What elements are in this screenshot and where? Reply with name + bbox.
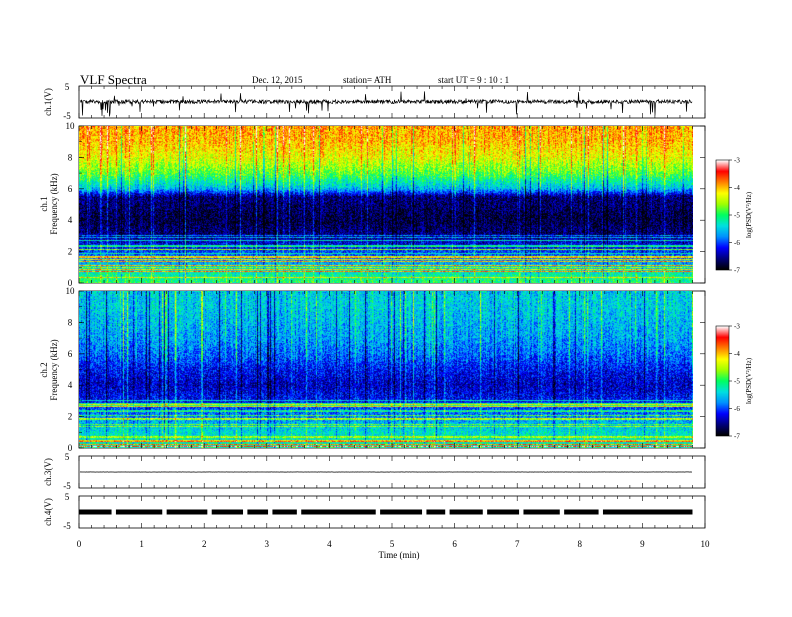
colorbar-tick-label: -6	[734, 239, 740, 247]
ch3-ytick-bottom: -5	[63, 481, 71, 491]
frequency-tick-label: 4	[68, 215, 73, 225]
time-axis-label: Time (min)	[379, 550, 420, 560]
ch1-spectrogram-image	[79, 126, 693, 283]
station-label: station= ATH	[343, 75, 392, 85]
ch1-colorbar-gradient	[716, 160, 729, 270]
ch4-signal-segment	[212, 510, 243, 515]
ch3-waveform-panel: 5 -5 ch.3(V)	[43, 452, 705, 491]
frequency-tick-label: 8	[68, 317, 73, 327]
ch2-colorbar-label: log(PSD(V²/Hz)	[745, 357, 753, 404]
ch2-ylabel-frequency: Frequency (kHz)	[49, 339, 59, 400]
ch4-signal-segment	[487, 510, 519, 515]
frequency-tick-label: 2	[68, 247, 73, 257]
time-tick-label: 2	[202, 539, 207, 549]
time-tick-label: 0	[77, 539, 82, 549]
ch1-colorbar-label: log(PSD(V²/Hz)	[745, 191, 753, 238]
ch1-ylabel-channel: ch.1	[39, 196, 49, 211]
frequency-tick-label: 8	[68, 152, 73, 162]
ch2-ylabel-channel: ch.2	[39, 362, 49, 377]
time-tick-label: 1	[139, 539, 144, 549]
ch4-ylabel: ch.4(V)	[43, 498, 53, 526]
ch4-ytick-bottom: -5	[63, 521, 71, 531]
colorbar-tick-label: -6	[734, 405, 740, 413]
frequency-tick-label: 6	[68, 184, 73, 194]
ch1-colorbar-ticks: -3 -4 -5 -6 -7	[729, 157, 740, 275]
frequency-tick-label: 10	[66, 286, 76, 296]
ch4-ytick-top: 5	[65, 492, 70, 502]
time-axis-labels: 0 1 2 3 4 5 6 7 8 9 10	[77, 539, 710, 549]
colorbar-tick-label: -5	[734, 378, 740, 386]
colorbar-tick-label: -4	[734, 184, 740, 192]
ch4-signal-segment	[603, 510, 693, 515]
ch4-signal-segment	[247, 510, 268, 515]
ch4-signal-segment	[380, 510, 422, 515]
time-tick-label: 6	[452, 539, 457, 549]
ch2-spectrogram-image	[79, 291, 693, 448]
time-tick-label: 5	[390, 539, 395, 549]
ch2-colorbar: -3 -4 -5 -6 -7 log(PSD(V²/Hz)	[716, 323, 753, 441]
start-time-label: start UT = 9 : 10 : 1	[438, 75, 509, 85]
ch4-signal-segment	[426, 510, 445, 515]
colorbar-tick-label: -4	[734, 350, 740, 358]
date-label: Dec. 12, 2015	[252, 75, 303, 85]
ch4-waveform-panel: 5 -5 ch.4(V)	[43, 492, 705, 531]
time-tick-label: 9	[640, 539, 645, 549]
colorbar-tick-label: -3	[734, 323, 740, 331]
time-tick-label: 3	[265, 539, 270, 549]
colorbar-tick-label: -7	[734, 267, 740, 275]
time-tick-label: 10	[701, 539, 711, 549]
time-tick-label: 7	[515, 539, 520, 549]
ch1-colorbar: -3 -4 -5 -6 -7 log(PSD(V²/Hz)	[716, 157, 753, 275]
ch1-ytick-top: 5	[65, 82, 70, 92]
ch4-signal-segment	[450, 510, 483, 515]
ch4-signal-segment	[116, 510, 162, 515]
frequency-tick-label: 2	[68, 412, 73, 422]
time-tick-label: 4	[327, 539, 332, 549]
ch1-ylabel: ch.1(V)	[43, 88, 53, 116]
ch2-colorbar-gradient	[716, 326, 729, 436]
frequency-tick-label: 4	[68, 380, 73, 390]
colorbar-tick-label: -5	[734, 212, 740, 220]
time-tick-label: 8	[578, 539, 583, 549]
ch4-signal-segment	[272, 510, 296, 515]
ch1-ylabel-frequency: Frequency (kHz)	[49, 173, 59, 234]
ch1-waveform-panel: 5 -5 ch.1(V)	[43, 82, 705, 121]
ch4-signal-segment	[79, 510, 112, 515]
ch1-ytick-bottom: -5	[63, 111, 71, 121]
ch3-ylabel: ch.3(V)	[43, 458, 53, 486]
ch2-colorbar-ticks: -3 -4 -5 -6 -7	[729, 323, 740, 441]
colorbar-tick-label: -3	[734, 157, 740, 165]
ch3-ytick-top: 5	[65, 452, 70, 462]
figure-title: VLF Spectra	[80, 72, 147, 87]
ch4-signal-segment	[564, 510, 598, 515]
frequency-tick-label: 6	[68, 349, 73, 359]
frequency-tick-label: 10	[66, 121, 76, 131]
ch4-signal-segment	[167, 510, 208, 515]
ch4-signal-segment	[523, 510, 559, 515]
ch4-signal-segment	[301, 510, 375, 515]
colorbar-tick-label: -7	[734, 433, 740, 441]
